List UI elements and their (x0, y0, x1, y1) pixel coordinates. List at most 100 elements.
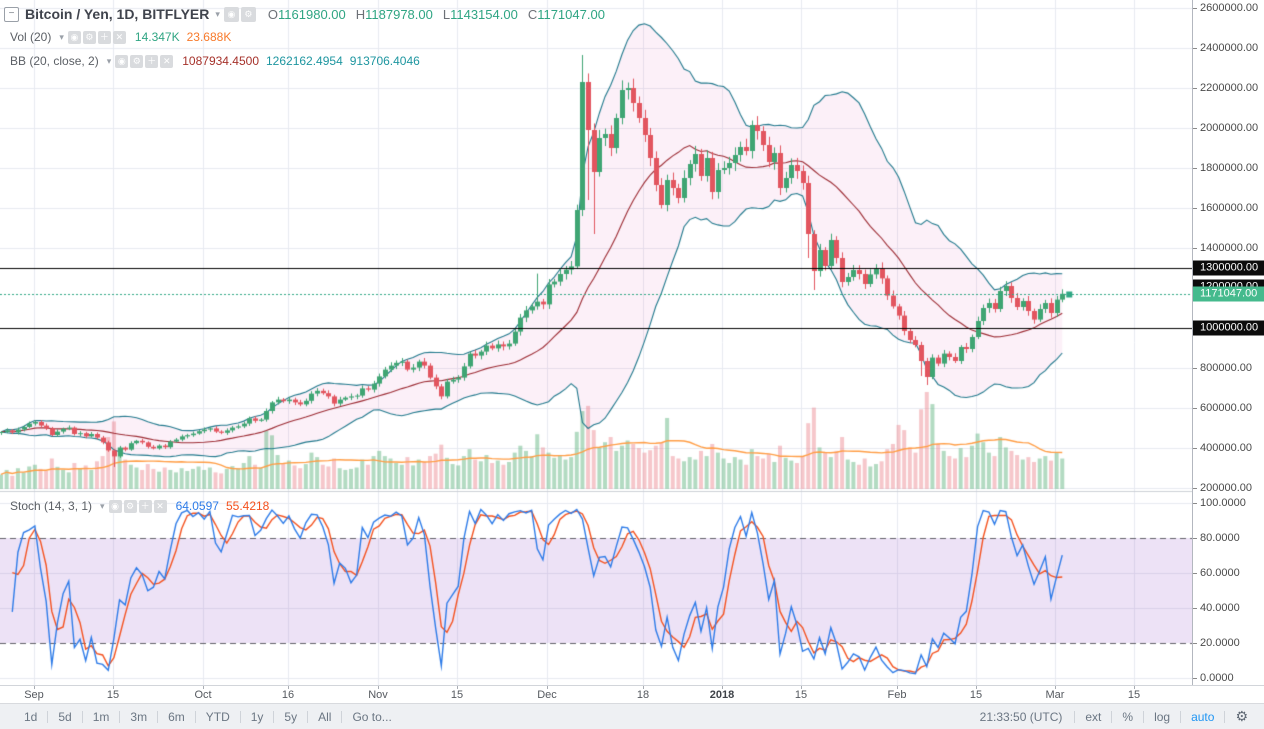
add-icon[interactable]: ＋ (145, 54, 159, 68)
bb-indicator-label[interactable]: BB (20, close, 2) (10, 54, 99, 68)
clock-utc[interactable]: 21:33:50 (UTC) (979, 709, 1063, 724)
legend-block: − Bitcoin / Yen, 1D, BITFLYER ▾ ◉ ⚙ O116… (4, 4, 605, 71)
eye-icon[interactable]: ◉ (67, 30, 81, 44)
symbol-title[interactable]: Bitcoin / Yen, 1D, BITFLYER (25, 6, 210, 22)
time-tick (34, 686, 35, 689)
time-axis-label: 15 (1127, 689, 1141, 701)
time-axis-label: Nov (368, 689, 388, 701)
time-tick (1055, 686, 1056, 689)
range-button-all[interactable]: All (318, 709, 332, 724)
bb-lower-value: 913706.4046 (349, 54, 420, 68)
time-tick (378, 686, 379, 689)
bb-basis-value: 1087934.4500 (182, 54, 259, 68)
toolbar-separator (119, 710, 121, 723)
ohlc-low: L1143154.00 (442, 6, 518, 22)
time-axis-label: 15 (450, 689, 464, 701)
ohlc-open: O1161980.00 (267, 6, 346, 22)
time-tick (722, 686, 723, 689)
close-icon[interactable]: ✕ (153, 499, 167, 513)
time-tick (1134, 686, 1135, 689)
time-axis-label: Feb (887, 689, 907, 701)
range-buttons: 1d 5d 1m 3m 6m YTD 1y 5y All (0, 710, 341, 724)
ohlc-high: H1187978.00 (355, 6, 433, 22)
price-tick-label: 2400000.00 (1193, 42, 1264, 54)
eye-icon[interactable]: ◉ (223, 6, 239, 22)
chevron-down-icon[interactable]: ▾ (100, 500, 105, 511)
stoch-tick-label: 100.0000 (1193, 497, 1264, 509)
time-tick (203, 686, 204, 689)
time-axis[interactable]: Sep 15 Oct 16 Nov 15 Dec 18 2018 15 Feb 15 Mar 15 (0, 685, 1264, 703)
time-axis-label: 15 (969, 689, 983, 701)
gear-icon[interactable]: ⚙ (240, 6, 256, 22)
price-tick-label: 600000.00 (1193, 402, 1264, 414)
extended-hours-toggle[interactable]: ext (1085, 709, 1102, 724)
price-tick-label: 1400000.00 (1193, 242, 1264, 254)
stoch-k-value: 64.0597 (175, 499, 219, 513)
add-icon[interactable]: ＋ (97, 30, 111, 44)
time-tick (897, 686, 898, 689)
main-chart-canvas[interactable] (0, 0, 1192, 685)
chevron-down-icon[interactable]: ▾ (215, 8, 220, 19)
time-tick (457, 686, 458, 689)
add-icon[interactable]: ＋ (138, 499, 152, 513)
volume-legend-row: Vol (20) ▾ ◉ ⚙ ＋ ✕ 14.347K 23.688K (4, 27, 605, 47)
range-button-5y[interactable]: 5y (284, 709, 298, 724)
price-tick-label: 2600000.00 (1193, 2, 1264, 14)
toolbar-separator (239, 710, 241, 723)
time-axis-label: Sep (24, 689, 44, 701)
stoch-tick-label: 80.0000 (1193, 532, 1264, 544)
ohlc-close: C1171047.00 (527, 6, 605, 22)
auto-scale-toggle[interactable]: auto (1191, 709, 1215, 724)
time-axis-label: 15 (106, 689, 120, 701)
volume-indicator-label[interactable]: Vol (20) (10, 30, 52, 44)
range-button-1y[interactable]: 1y (250, 709, 264, 724)
range-button-3m[interactable]: 3m (130, 709, 148, 724)
range-button-6m[interactable]: 6m (168, 709, 185, 724)
stoch-indicator-label[interactable]: Stoch (14, 3, 1) (10, 499, 93, 513)
toolbar-separator (1111, 710, 1113, 723)
price-axis[interactable]: 1300000.00 1200000.00 1000000.00 1171047… (1192, 0, 1264, 685)
stoch-tick-label: 40.0000 (1193, 602, 1264, 614)
gear-icon[interactable]: ⚙ (123, 499, 137, 513)
eye-icon[interactable]: ◉ (115, 54, 129, 68)
volume-ma-value: 23.688K (186, 30, 232, 44)
time-axis-label: Mar (1045, 689, 1065, 701)
toolbar-separator (81, 710, 83, 723)
range-button-5d[interactable]: 5d (58, 709, 72, 724)
goto-button[interactable]: Go to... (352, 709, 392, 724)
collapse-pane-icon[interactable]: − (4, 6, 19, 22)
settings-gear-icon[interactable]: ⚙ (1235, 708, 1248, 724)
time-axis-label: Oct (194, 689, 212, 701)
time-axis-label: 2018 (709, 689, 735, 701)
range-button-ytd[interactable]: YTD (205, 709, 230, 724)
percent-scale-toggle[interactable]: % (1122, 709, 1134, 724)
range-button-1m[interactable]: 1m (92, 709, 110, 724)
price-tick-label: 200000.00 (1193, 482, 1264, 494)
eye-icon[interactable]: ◉ (108, 499, 122, 513)
close-icon[interactable]: ✕ (112, 30, 126, 44)
time-tick (801, 686, 802, 689)
stoch-legend-row: Stoch (14, 3, 1) ▾ ◉ ⚙ ＋ ✕ 64.0597 55.42… (4, 496, 269, 516)
toolbar-separator (157, 710, 159, 723)
price-tick-label: 400000.00 (1193, 442, 1264, 454)
range-button-1d[interactable]: 1d (24, 709, 38, 724)
bb-legend-row: BB (20, close, 2) ▾ ◉ ⚙ ＋ ✕ 1087934.4500… (4, 51, 605, 71)
close-icon[interactable]: ✕ (160, 54, 174, 68)
toolbar-right: 21:33:50 (UTC) ext % log auto ⚙ (968, 708, 1264, 725)
time-tick (547, 686, 548, 689)
time-tick (288, 686, 289, 689)
log-scale-toggle[interactable]: log (1154, 709, 1171, 724)
toolbar-separator (273, 710, 275, 723)
time-tick (643, 686, 644, 689)
stoch-d-value: 55.4218 (225, 499, 270, 513)
price-tick-label: 2000000.00 (1193, 122, 1264, 134)
time-axis-label: Dec (537, 689, 557, 701)
chevron-down-icon[interactable]: ▾ (59, 31, 64, 42)
volume-value: 14.347K (134, 30, 180, 44)
toolbar-separator (341, 710, 343, 723)
gear-icon[interactable]: ⚙ (130, 54, 144, 68)
hline-price-label: 1000000.00 (1193, 320, 1264, 336)
gear-icon[interactable]: ⚙ (82, 30, 96, 44)
chevron-down-icon[interactable]: ▾ (106, 55, 112, 66)
